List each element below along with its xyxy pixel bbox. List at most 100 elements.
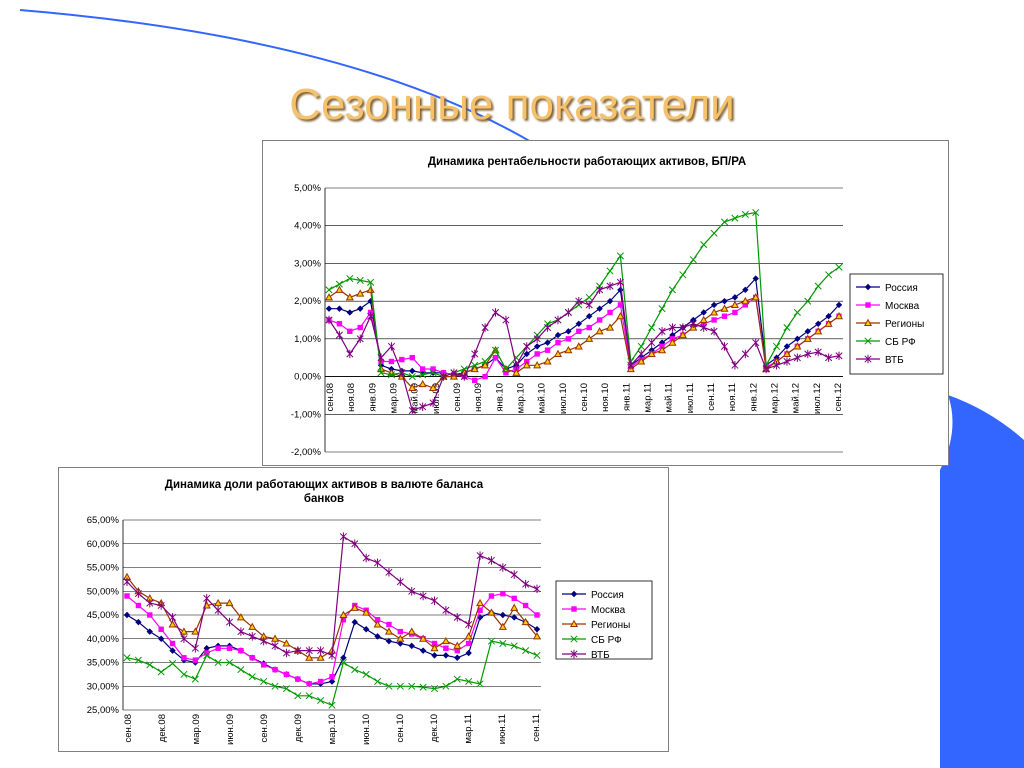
- data-point: [793, 308, 801, 317]
- data-point: [510, 603, 519, 611]
- data-point: [522, 602, 529, 609]
- data-point: [575, 296, 583, 306]
- x-tick-label: янв.10: [494, 383, 505, 412]
- data-point: [481, 357, 489, 366]
- data-point: [454, 654, 461, 661]
- x-tick-label: май.09: [410, 383, 421, 413]
- data-point: [465, 649, 472, 657]
- data-point: [772, 361, 781, 370]
- data-point: [214, 658, 222, 667]
- data-point: [668, 286, 677, 294]
- data-point: [317, 678, 324, 685]
- x-tick-label: сен.11: [706, 383, 717, 411]
- data-point: [169, 613, 177, 622]
- data-point: [711, 317, 717, 323]
- data-point: [502, 365, 510, 373]
- data-point: [226, 645, 233, 651]
- data-point: [282, 639, 291, 647]
- data-point: [576, 328, 582, 335]
- data-point: [476, 551, 484, 560]
- data-point: [238, 647, 244, 654]
- data-point: [419, 366, 426, 372]
- data-point: [169, 647, 176, 654]
- data-point: [814, 327, 823, 335]
- data-point: [123, 611, 131, 619]
- data-point: [772, 342, 781, 350]
- data-point: [533, 334, 541, 344]
- chart-title: Динамика доли работающих активов в валют…: [165, 479, 484, 491]
- data-point: [752, 208, 760, 217]
- data-point: [431, 640, 438, 647]
- data-point: [146, 598, 154, 608]
- legend-marker: [865, 302, 871, 308]
- data-point: [430, 366, 436, 372]
- data-point: [317, 696, 325, 705]
- data-point: [419, 634, 428, 642]
- data-point: [387, 371, 396, 379]
- data-point: [294, 692, 302, 700]
- x-tick-label: июл.10: [558, 383, 569, 414]
- data-point: [397, 628, 404, 635]
- data-point: [362, 626, 370, 633]
- data-point: [409, 367, 416, 375]
- data-point: [339, 658, 347, 667]
- x-tick-label: сен.12: [833, 383, 844, 412]
- data-point: [544, 347, 551, 353]
- x-tick-label: мар.12: [770, 383, 781, 413]
- data-point: [351, 666, 359, 674]
- data-point: [510, 642, 518, 650]
- data-point: [225, 617, 234, 627]
- data-point: [367, 278, 375, 286]
- data-point: [351, 539, 359, 548]
- data-point: [502, 315, 510, 325]
- y-tick-label: -2,00%: [291, 447, 322, 458]
- data-point: [762, 364, 770, 374]
- data-point: [464, 632, 473, 640]
- data-point: [146, 661, 154, 669]
- data-point: [271, 634, 280, 642]
- data-point: [471, 361, 479, 369]
- data-point: [374, 558, 382, 567]
- y-tick-label: 3,00%: [294, 258, 321, 269]
- data-point: [408, 587, 416, 596]
- data-point: [328, 678, 336, 685]
- data-point: [191, 627, 200, 635]
- data-point: [396, 577, 404, 586]
- right-blue-shape: [940, 395, 1024, 768]
- series-star: [325, 278, 843, 415]
- data-point: [236, 613, 245, 621]
- data-point: [720, 304, 729, 312]
- data-point: [637, 349, 645, 359]
- data-point: [419, 371, 427, 379]
- legend-label: Москва: [885, 301, 920, 312]
- data-point: [124, 593, 130, 599]
- data-point: [203, 594, 211, 603]
- data-point: [487, 556, 495, 565]
- data-point: [668, 323, 677, 332]
- data-point: [396, 682, 404, 690]
- data-point: [419, 402, 427, 411]
- data-point: [407, 627, 416, 635]
- data-point: [481, 323, 489, 332]
- data-point: [689, 319, 697, 328]
- data-point: [192, 657, 199, 663]
- data-point: [585, 293, 593, 301]
- data-point: [554, 315, 562, 325]
- data-point: [585, 300, 593, 310]
- y-tick-label: 5,00%: [294, 183, 321, 194]
- data-point: [586, 313, 593, 320]
- data-point: [814, 347, 822, 357]
- x-tick-label: мар.10: [516, 383, 527, 413]
- data-point: [752, 338, 760, 347]
- data-point: [442, 606, 450, 615]
- data-point: [180, 670, 188, 678]
- x-tick-label: ноя.09: [473, 383, 484, 412]
- data-point: [388, 358, 395, 365]
- data-point: [157, 601, 165, 610]
- data-point: [123, 654, 131, 662]
- data-point: [430, 685, 439, 693]
- data-point: [606, 267, 614, 275]
- legend-marker: [570, 649, 578, 659]
- data-point: [385, 568, 393, 577]
